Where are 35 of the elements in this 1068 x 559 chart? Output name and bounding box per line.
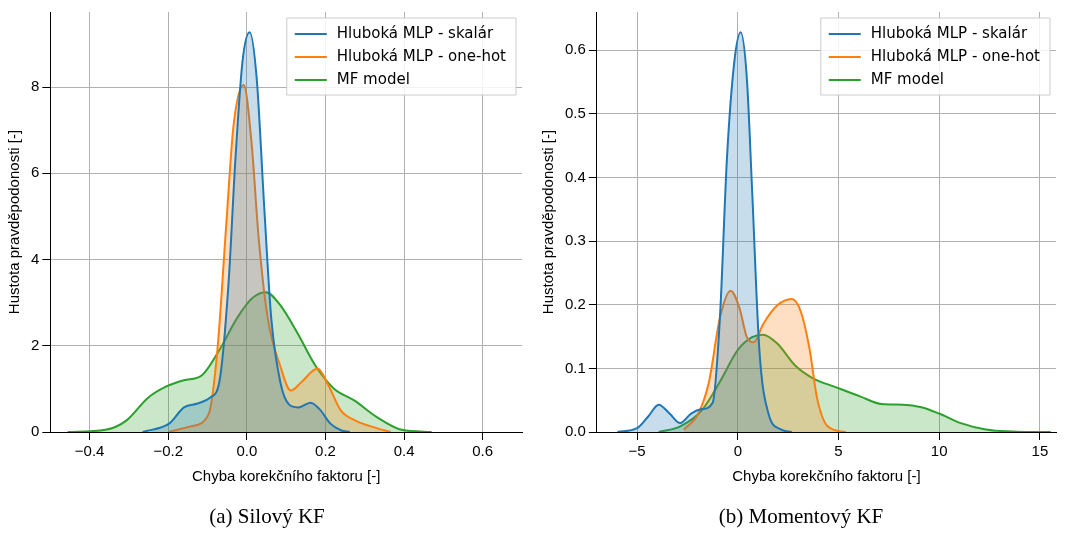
- legend-label: Hluboká MLP - one-hot: [336, 46, 507, 65]
- y-tick-label: 0.3: [564, 231, 586, 249]
- y-tick-label: 0.5: [564, 103, 586, 121]
- legend-label: Hluboká MLP - skalár: [336, 23, 494, 42]
- x-tick-label: 0: [733, 442, 742, 460]
- y-tick-label: 6: [31, 163, 40, 181]
- y-tick-label: 0.2: [564, 294, 586, 312]
- x-tick-label: −5: [628, 442, 646, 460]
- x-tick-label: 0.4: [393, 442, 415, 460]
- x-tick-label: −0.2: [153, 442, 184, 460]
- x-tick-label: 10: [930, 442, 948, 460]
- y-tick-label: 0.4: [564, 167, 586, 185]
- legend-label: Hluboká MLP - one-hot: [870, 46, 1041, 65]
- x-tick-label: 0.2: [315, 442, 336, 460]
- x-tick-label: 15: [1031, 442, 1049, 460]
- y-tick-label: 0.6: [564, 40, 586, 58]
- y-axis-title: Hustota pravděpodonosti [-]: [5, 129, 23, 315]
- y-tick-label: 0.0: [564, 422, 586, 440]
- y-tick-label: 0: [31, 422, 40, 440]
- legend-label: MF model: [336, 69, 410, 88]
- y-tick-label: 8: [31, 77, 40, 95]
- x-tick-label: 0.0: [236, 442, 258, 460]
- x-tick-label: 5: [834, 442, 843, 460]
- x-tick-label: 0.6: [472, 442, 494, 460]
- legend-label: MF model: [870, 69, 944, 88]
- x-axis-title: Chyba korekčního faktoru [-]: [191, 467, 381, 485]
- legend-label: Hluboká MLP - skalár: [870, 23, 1028, 42]
- text: (b) Momentový KF: [717, 504, 885, 529]
- y-tick-label: 0.1: [564, 358, 586, 376]
- y-axis-title: Hustota pravděpodonosti [-]: [539, 129, 557, 315]
- x-tick-label: −0.4: [74, 442, 105, 460]
- y-tick-label: 4: [31, 249, 40, 267]
- y-tick-label: 2: [31, 335, 40, 353]
- x-axis-title: Chyba korekčního faktoru [-]: [732, 467, 921, 485]
- text: (a) Silový KF: [208, 504, 326, 529]
